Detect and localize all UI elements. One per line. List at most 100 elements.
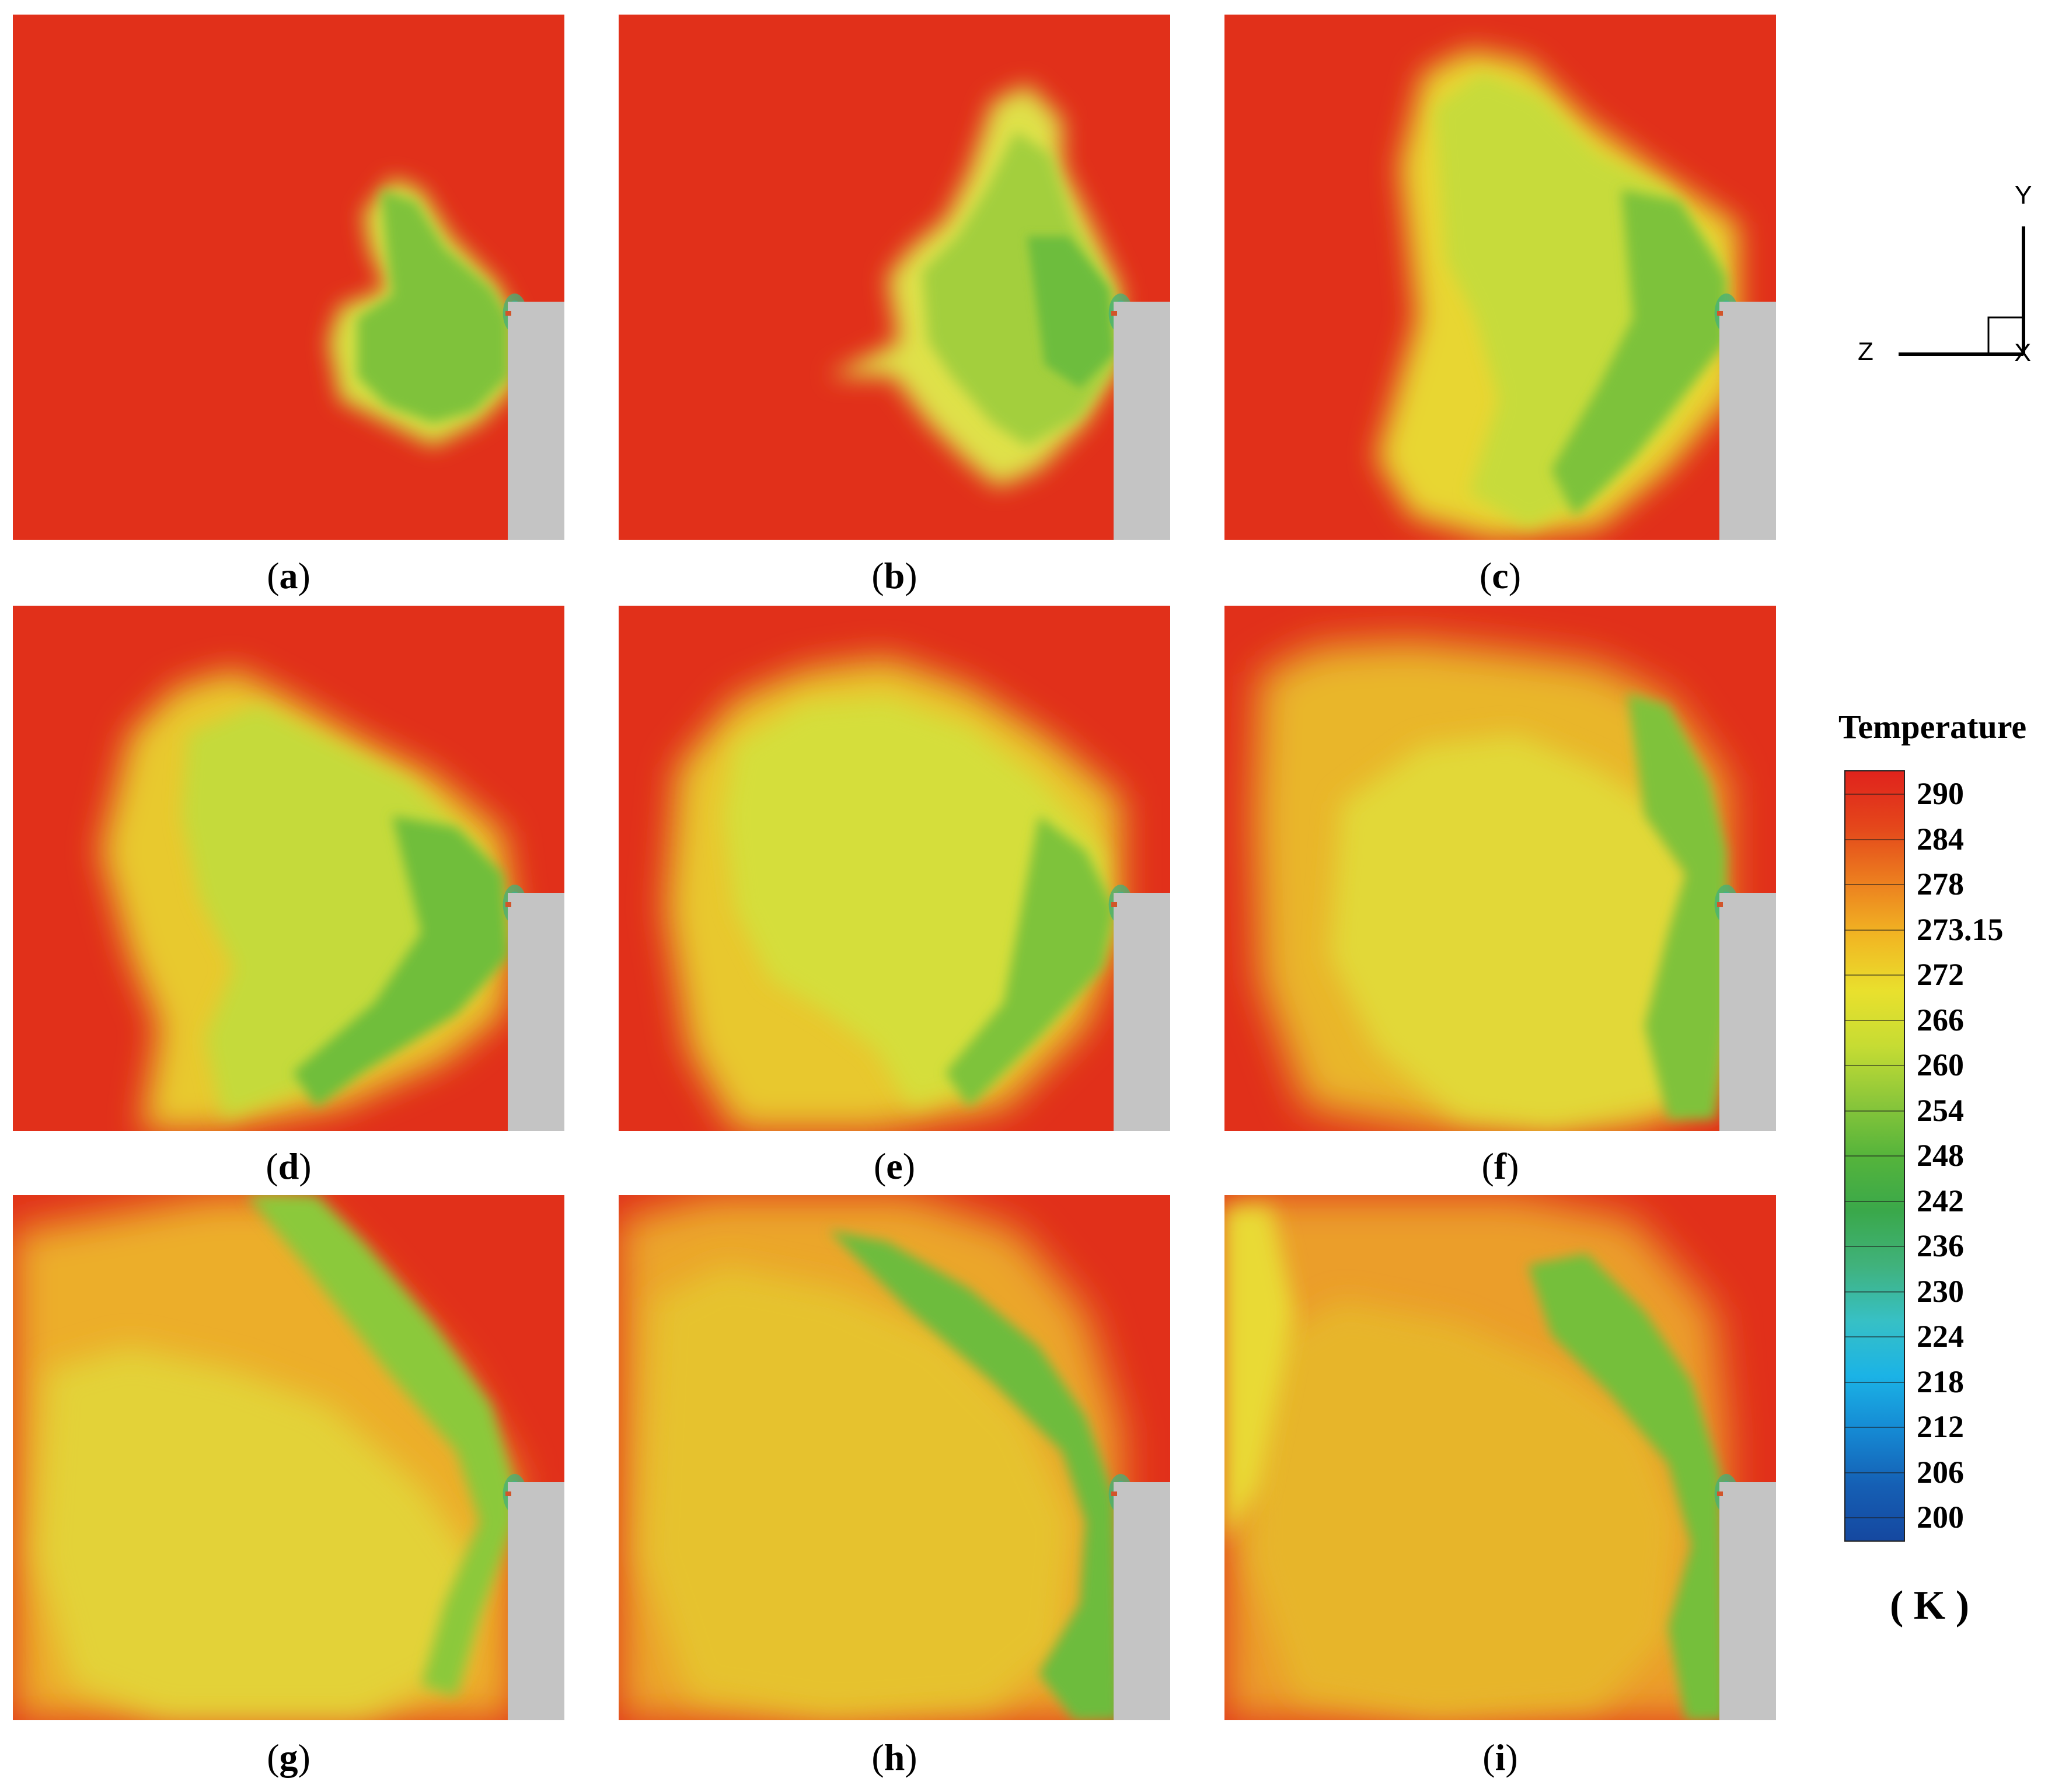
legend-tick-label: 278 [1917,867,1964,902]
temperature-field-f [1224,606,1776,1131]
legend-tick-line [1844,1427,1905,1428]
caption-b: (b) [871,555,917,596]
legend-tick-label: 254 [1917,1092,1964,1128]
caption-a: (a) [267,555,310,596]
axis-label-z: Z [1858,337,1873,366]
temperature-field-h [619,1195,1170,1720]
coordinate-axes: Y Z X [1853,175,2032,385]
legend-tick-label: 248 [1917,1138,1964,1173]
temperature-panel-f [1224,606,1776,1131]
legend-tick-label: 290 [1917,776,1964,811]
solid-wall [1114,1482,1170,1720]
cold-plume-layer [945,816,1115,1108]
temperature-field-g [13,1195,564,1720]
caption-i-letter: i [1495,1737,1506,1778]
legend-tick-line [1844,974,1905,976]
axis-label-y: Y [2015,181,2032,209]
nozzle-tip [505,311,511,316]
legend-unit: ( K ) [1890,1583,1970,1628]
caption-c: (c) [1479,555,1522,596]
cold-plume-layer [293,816,509,1108]
legend-tick-label: 212 [1917,1409,1964,1444]
legend-tick-line [1844,1110,1905,1112]
axis-label-x: X [2014,338,2032,367]
caption-a-letter: a [279,555,298,596]
legend-tick-line [1844,794,1905,795]
caption-g-letter: g [279,1737,298,1778]
temperature-field-d [13,606,564,1131]
legend-tick-label: 206 [1917,1454,1964,1490]
cold-plume-layer [829,1230,1121,1720]
legend-tick-line [1844,1019,1905,1021]
caption-d-letter: d [278,1145,299,1187]
nozzle-tip [505,902,511,907]
legend-ticks: 290 284 278 273.15 272 266 260 254 248 242 236 230 2… [1844,770,2023,1542]
legend-tick-label: 230 [1917,1273,1964,1309]
caption-f-letter: f [1494,1145,1507,1187]
legend-tick-label: 236 [1917,1228,1964,1263]
nozzle-tip [1717,902,1723,907]
legend-tick-label: 218 [1917,1364,1964,1399]
temperature-field-e [619,606,1170,1131]
temperature-panel-b [619,15,1170,540]
legend-tick-line [1844,1517,1905,1518]
cold-plume-layer [246,1195,515,1697]
legend-tick-label: 260 [1917,1047,1964,1082]
cold-plume-layer [1027,236,1115,388]
caption-d: (d) [266,1145,312,1187]
temperature-field-a [13,15,564,540]
nozzle-tip [1717,311,1723,316]
solid-wall [1719,1482,1776,1720]
cold-plume-layer [1224,1207,1295,1545]
caption-f: (f) [1481,1145,1519,1187]
legend-tick-label: 272 [1917,957,1964,992]
temperature-panel-i [1224,1195,1776,1720]
temperature-panel-g [13,1195,564,1720]
solid-wall [508,1482,564,1720]
caption-e: (e) [873,1145,916,1187]
cold-plume-layer [1627,693,1726,1119]
cold-plume-layer [1551,190,1726,516]
temperature-panel-h [619,1195,1170,1720]
legend-tick-label: 200 [1917,1500,1964,1535]
legend-tick-line [1844,1336,1905,1337]
caption-e-letter: e [886,1145,903,1187]
temperature-panel-e [619,606,1170,1131]
legend-tick-label: 242 [1917,1183,1964,1218]
cold-plume-layer [1330,734,1715,1131]
legend-tick-line [1844,1472,1905,1473]
caption-c-letter: c [1492,555,1509,596]
cold-plume-layer [1248,1300,1680,1720]
temperature-field-b [619,15,1170,540]
legend-tick-line [1844,929,1905,931]
legend-tick-line [1844,1381,1905,1383]
nozzle-tip [1111,902,1117,907]
legend-tick-label: 273.15 [1917,911,2004,947]
cold-plume-layer [642,1265,1074,1720]
temperature-field-i [1224,1195,1776,1720]
caption-i: (i) [1482,1737,1518,1778]
legend-tick-line [1844,1291,1905,1293]
solid-wall [1114,893,1170,1131]
caption-g: (g) [267,1737,310,1778]
caption-h-letter: h [884,1737,905,1778]
nozzle-tip [1111,1491,1117,1496]
temperature-panel-d [13,606,564,1131]
solid-wall [508,893,564,1131]
legend-title: Temperature [1838,708,2027,746]
solid-wall [1719,302,1776,540]
caption-h: (h) [871,1737,917,1778]
cold-plume-layer [36,1347,480,1720]
solid-wall [508,302,564,540]
legend-tick-line [1844,839,1905,840]
nozzle-tip [505,1491,511,1496]
axes-icon [1899,226,2025,356]
legend-tick-label: 224 [1917,1319,1964,1354]
legend-tick-line [1844,884,1905,885]
legend-tick-line [1844,1065,1905,1066]
cold-plume-layer [357,190,509,423]
solid-wall [1114,302,1170,540]
cold-plume-layer [1528,1253,1726,1720]
legend-tick-label: 284 [1917,821,1964,857]
nozzle-tip [1111,311,1117,316]
